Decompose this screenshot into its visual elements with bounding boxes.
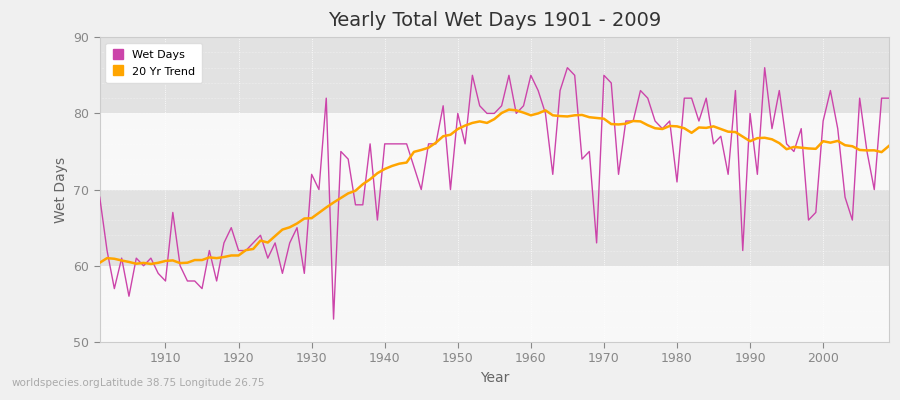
Bar xyxy=(100,113,889,190)
Text: worldspecies.org: worldspecies.org xyxy=(11,378,100,388)
Y-axis label: Wet Days: Wet Days xyxy=(54,156,68,223)
Bar xyxy=(100,190,889,266)
Bar xyxy=(100,37,889,113)
Title: Yearly Total Wet Days 1901 - 2009: Yearly Total Wet Days 1901 - 2009 xyxy=(328,11,661,30)
Text: Latitude 38.75 Longitude 26.75: Latitude 38.75 Longitude 26.75 xyxy=(100,378,265,388)
Bar xyxy=(100,266,889,342)
X-axis label: Year: Year xyxy=(480,371,509,385)
Legend: Wet Days, 20 Yr Trend: Wet Days, 20 Yr Trend xyxy=(105,43,202,83)
